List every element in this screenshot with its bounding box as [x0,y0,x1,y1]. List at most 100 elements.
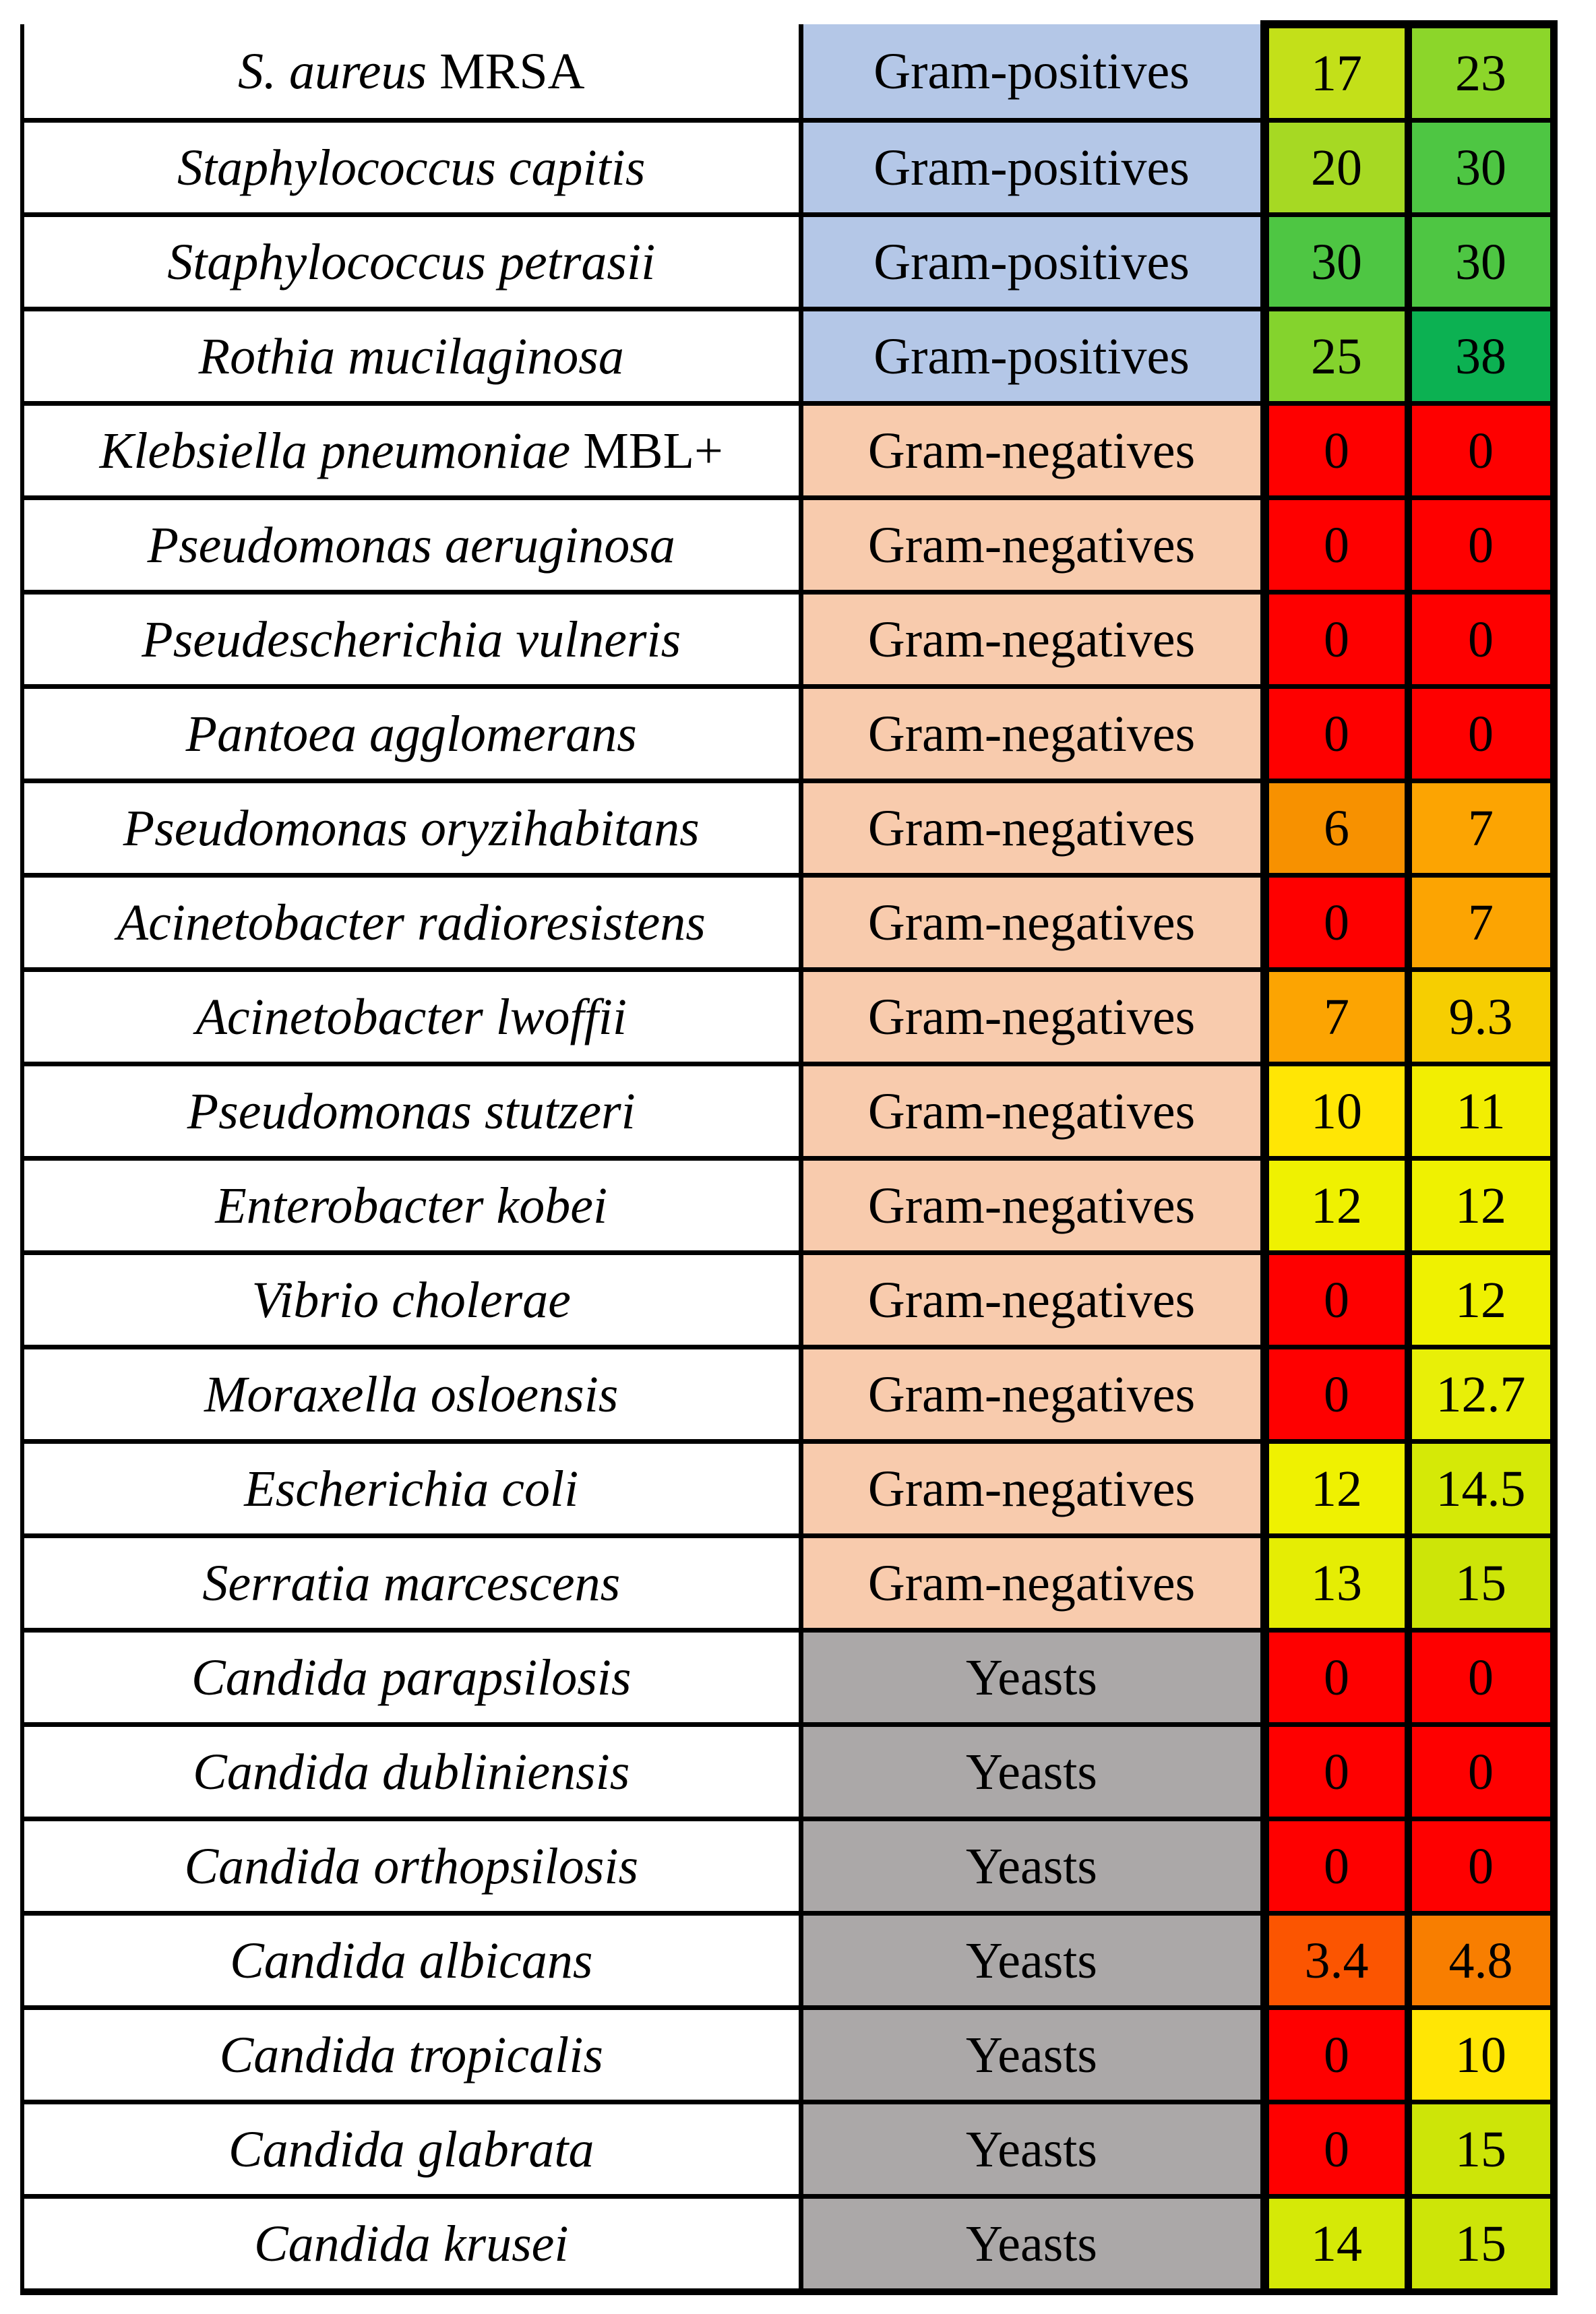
value1-cell: 0 [1260,401,1412,500]
species-name: Candida glabrata [228,2121,594,2178]
value2-cell: 38 [1404,307,1558,406]
value1-cell: 25 [1260,307,1412,406]
table-row: Serratia marcescens Gram-negatives 13 15 [20,1533,1558,1633]
category-cell: Gram-negatives [798,1533,1267,1633]
value1-cell: 0 [1260,1345,1412,1444]
value2-cell: 7 [1404,779,1558,878]
species-name: Escherichia coli [244,1460,579,1517]
species-cell: Klebsiella pneumoniae MBL+ [20,401,803,500]
value1-cell: 0 [1260,2005,1412,2104]
value1-cell: 7 [1260,967,1412,1066]
value2-cell: 15 [1404,2194,1558,2295]
value2-cell: 12 [1404,1250,1558,1349]
value1-cell: 0 [1260,1250,1412,1349]
species-name: Rothia mucilaginosa [198,328,624,385]
table-row: Candida tropicalis Yeasts 0 10 [20,2005,1558,2104]
value2-cell: 15 [1404,2100,1558,2199]
category-cell: Gram-positives [798,24,1267,123]
species-cell: Enterobacter kobei [20,1156,803,1255]
value1-cell: 17 [1260,20,1412,123]
category-cell: Gram-negatives [798,401,1267,500]
value1-cell: 12 [1260,1156,1412,1255]
category-cell: Yeasts [798,1911,1267,2010]
value2-cell: 4.8 [1404,1911,1558,2010]
table-row: Acinetobacter lwoffii Gram-negatives 7 9… [20,967,1558,1066]
table-row: Pseudomonas aeruginosa Gram-negatives 0 … [20,495,1558,595]
table-row: Moraxella osloensis Gram-negatives 0 12.… [20,1345,1558,1444]
table-row: S. aureus MRSA Gram-positives 17 23 [20,20,1558,123]
category-cell: Yeasts [798,1817,1267,1916]
value1-cell: 0 [1260,1817,1412,1916]
category-cell: Yeasts [798,2005,1267,2104]
species-name: Klebsiella pneumoniae [99,422,571,479]
table-row: Candida krusei Yeasts 14 15 [20,2194,1558,2295]
value2-cell: 9.3 [1404,967,1558,1066]
species-name: Acinetobacter radioresistens [117,894,706,951]
table-row: Enterobacter kobei Gram-negatives 12 12 [20,1156,1558,1255]
species-name: Candida parapsilosis [191,1649,632,1706]
table-row: Pseudescherichia vulneris Gram-negatives… [20,590,1558,689]
table-row: Escherichia coli Gram-negatives 12 14.5 [20,1439,1558,1538]
value2-cell: 10 [1404,2005,1558,2104]
table-row: Candida glabrata Yeasts 0 15 [20,2100,1558,2199]
category-cell: Gram-negatives [798,1250,1267,1349]
value1-cell: 0 [1260,590,1412,689]
category-cell: Yeasts [798,2100,1267,2199]
category-cell: Gram-negatives [798,967,1267,1066]
value2-cell: 15 [1404,1533,1558,1633]
species-name: Staphylococcus capitis [177,139,646,196]
species-cell: Pseudomonas oryzihabitans [20,779,803,878]
species-results-table: S. aureus MRSA Gram-positives 17 23 Stap… [20,20,1558,2295]
species-suffix: MRSA [427,42,585,100]
species-cell: Candida krusei [20,2194,803,2295]
species-suffix: MBL+ [570,422,723,479]
species-cell: Serratia marcescens [20,1533,803,1633]
table-row: Staphylococcus capitis Gram-positives 20… [20,118,1558,217]
species-cell: Candida albicans [20,1911,803,2010]
category-cell: Gram-negatives [798,1062,1267,1161]
species-cell: S. aureus MRSA [20,24,803,123]
value1-cell: 0 [1260,1628,1412,1727]
species-name: Candida krusei [253,2215,569,2272]
value2-cell: 0 [1404,495,1558,595]
value1-cell: 0 [1260,684,1412,783]
table-row: Acinetobacter radioresistens Gram-negati… [20,873,1558,972]
species-cell: Candida tropicalis [20,2005,803,2104]
category-cell: Gram-positives [798,212,1267,311]
value1-cell: 0 [1260,495,1412,595]
value1-cell: 10 [1260,1062,1412,1161]
value1-cell: 12 [1260,1439,1412,1538]
species-name: Pseudomonas stutzeri [187,1083,636,1140]
value1-cell: 20 [1260,118,1412,217]
species-cell: Pseudescherichia vulneris [20,590,803,689]
table-row: Staphylococcus petrasii Gram-positives 3… [20,212,1558,311]
species-cell: Acinetobacter radioresistens [20,873,803,972]
value2-cell: 30 [1404,212,1558,311]
species-cell: Acinetobacter lwoffii [20,967,803,1066]
species-name: Candida orthopsilosis [184,1837,639,1895]
table-row: Candida dubliniensis Yeasts 0 0 [20,1722,1558,1821]
value2-cell: 0 [1404,401,1558,500]
species-name: Pseudomonas oryzihabitans [123,799,700,857]
category-cell: Yeasts [798,1722,1267,1821]
species-cell: Staphylococcus capitis [20,118,803,217]
value2-cell: 0 [1404,590,1558,689]
species-name: Pantoea agglomerans [185,705,637,762]
species-cell: Candida dubliniensis [20,1722,803,1821]
species-cell: Pseudomonas stutzeri [20,1062,803,1161]
species-name: Moraxella osloensis [204,1366,619,1423]
category-cell: Gram-negatives [798,1439,1267,1538]
category-cell: Gram-negatives [798,1156,1267,1255]
species-cell: Candida glabrata [20,2100,803,2199]
table-row: Vibrio cholerae Gram-negatives 0 12 [20,1250,1558,1349]
category-cell: Yeasts [798,1628,1267,1727]
species-name: Pseudescherichia vulneris [142,611,681,668]
value2-cell: 0 [1404,1817,1558,1916]
species-name: S. aureus [238,42,427,100]
category-cell: Gram-negatives [798,684,1267,783]
species-cell: Pseudomonas aeruginosa [20,495,803,595]
species-name: Staphylococcus petrasii [167,233,656,291]
species-cell: Vibrio cholerae [20,1250,803,1349]
value2-cell: 12.7 [1404,1345,1558,1444]
species-cell: Staphylococcus petrasii [20,212,803,311]
